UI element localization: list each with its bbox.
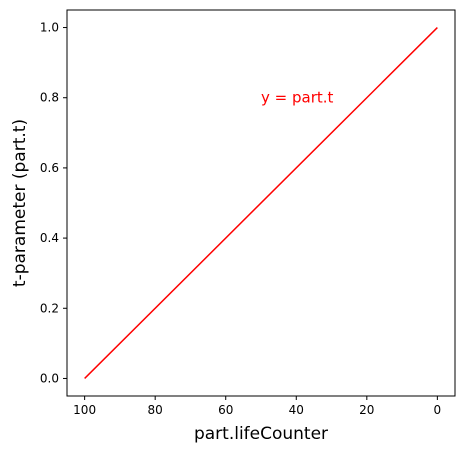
x-tick-label: 40 — [289, 403, 304, 417]
annotation-label: y = part.t — [261, 89, 334, 107]
x-axis-ticks: 100 80 60 40 20 0 — [73, 396, 441, 417]
y-tick-label: 0.4 — [40, 231, 59, 245]
y-axis-ticks: 0.0 0.2 0.4 0.6 0.8 1.0 — [40, 21, 67, 385]
x-tick-label: 80 — [148, 403, 163, 417]
x-tick-label: 20 — [359, 403, 374, 417]
plot-frame — [66, 9, 456, 397]
y-tick-label: 0.0 — [40, 371, 59, 385]
annotation-layer: y = part.t — [261, 89, 334, 107]
y-tick-label: 0.8 — [40, 91, 59, 105]
x-axis-label: part.lifeCounter — [194, 424, 328, 444]
y-tick-label: 0.6 — [40, 161, 59, 175]
series-line-0 — [84, 27, 438, 379]
y-tick-label: 1.0 — [40, 21, 59, 35]
x-tick-label: 0 — [434, 403, 442, 417]
series-layer — [84, 27, 438, 379]
x-tick-label: 100 — [73, 403, 96, 417]
y-axis-label: t-parameter (part.t) — [10, 119, 30, 287]
y-tick-label: 0.2 — [40, 301, 59, 315]
x-tick-label: 60 — [218, 403, 233, 417]
